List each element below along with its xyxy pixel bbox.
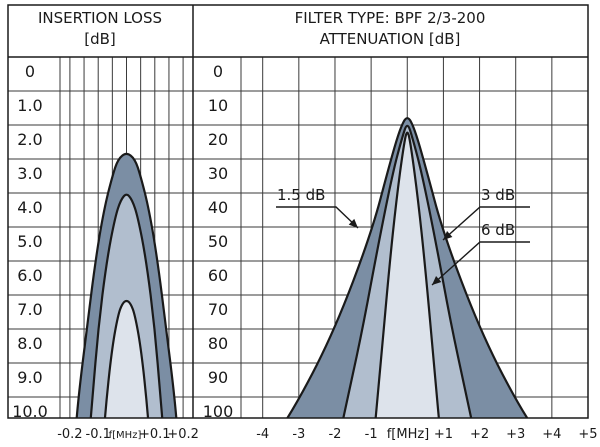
x-tick-label: +3 <box>506 427 525 442</box>
frame-layer <box>7 4 589 419</box>
y-tick-label: 20 <box>208 130 228 149</box>
y-tick-label: 40 <box>208 198 228 217</box>
y-tick-label: 6.0 <box>17 266 42 285</box>
right-title: FILTER TYPE: BPF 2/3-200 <box>295 9 486 27</box>
y-tick-label: 4.0 <box>17 198 42 217</box>
y-tick-label: 2.0 <box>17 130 42 149</box>
right-subtitle: ATTENUATION [dB] <box>320 30 461 48</box>
fill-layer <box>76 118 528 418</box>
y-tick-label: 9.0 <box>17 368 42 387</box>
left-title: INSERTION LOSS <box>38 9 162 27</box>
annotation-arrowhead <box>443 231 453 240</box>
annotation-leader <box>442 206 530 241</box>
series-line-1-1 <box>342 124 473 418</box>
y-tick-label: 30 <box>208 164 228 183</box>
x-tick-label: -0.1 <box>86 427 111 442</box>
annotation-leader <box>276 206 359 229</box>
annotation-1-5db: 1.5 dB <box>277 186 325 204</box>
x-tick-label: -1 <box>365 427 378 442</box>
series-line-0-2 <box>103 299 150 418</box>
y-tick-label: 90 <box>208 368 228 387</box>
series-fill-1-2 <box>375 132 439 418</box>
x-tick-label: +5 <box>578 427 597 442</box>
x-tick-label: +1 <box>434 427 453 442</box>
y-tick-label: 100 <box>203 402 234 421</box>
y-tick-label: 50 <box>208 232 228 251</box>
annotation-6db: 6 dB <box>481 221 515 239</box>
x-tick-label: -2 <box>328 427 341 442</box>
series-line-1-2 <box>374 131 440 418</box>
x-tick-label: +0.1 <box>139 427 171 442</box>
y-tick-label: 10 <box>208 96 228 115</box>
y-tick-label: 0 <box>25 62 35 81</box>
y-tick-label: 80 <box>208 334 228 353</box>
series-line-1-0 <box>286 117 529 418</box>
left-subtitle: [dB] <box>84 30 116 48</box>
annotation-arrowhead <box>432 276 442 285</box>
x-tick-label: -3 <box>292 427 305 442</box>
y-tick-label: 3.0 <box>17 164 42 183</box>
x-tick-label: -0.2 <box>57 427 82 442</box>
y-tick-label: 5.0 <box>17 232 42 251</box>
y-tick-label: 8.0 <box>17 334 42 353</box>
right-x-axis-label: f[MHz] <box>387 427 430 442</box>
y-tick-label: 60 <box>208 266 228 285</box>
x-tick-label: +0.2 <box>167 427 199 442</box>
x-tick-label: +2 <box>470 427 489 442</box>
left-x-axis-label: f[MHz] <box>109 430 142 441</box>
line-layer <box>75 117 529 418</box>
series-line-0-0 <box>75 152 178 418</box>
y-tick-label: 1.0 <box>17 96 42 115</box>
y-tick-label: 70 <box>208 300 228 319</box>
x-tick-label: -4 <box>256 427 269 442</box>
annotation-3db: 3 dB <box>481 186 515 204</box>
series-line-0-1 <box>89 193 164 418</box>
x-tick-label: +4 <box>542 427 561 442</box>
annotation-layer: 1.5 dB 3 dB 6 dB <box>276 186 530 286</box>
annotation-arrowhead <box>348 218 358 228</box>
outer-frame <box>7 4 589 419</box>
y-tick-label: 10.0 <box>12 402 48 421</box>
y-tick-label: 0 <box>213 62 223 81</box>
annotation-leader <box>431 241 530 286</box>
y-tick-label: 7.0 <box>17 300 42 319</box>
